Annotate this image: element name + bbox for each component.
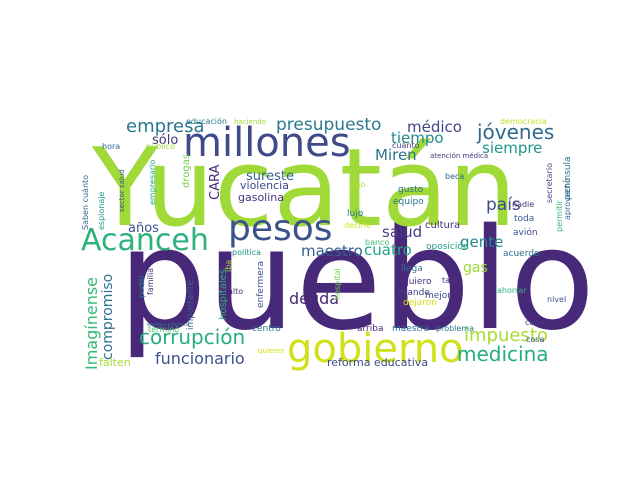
word-peninsula: península bbox=[563, 156, 573, 200]
word-termino: terminó bbox=[148, 324, 179, 334]
word-maestro: maestro bbox=[301, 242, 363, 260]
word-beca: beca bbox=[445, 172, 464, 181]
word-publico: público bbox=[146, 142, 175, 151]
word-empresario: empresario bbox=[148, 160, 157, 205]
word-arriba: arriba bbox=[357, 324, 384, 334]
word-sector-salud: sector salud bbox=[118, 169, 126, 212]
word-salud: salud bbox=[382, 223, 422, 241]
word-siempre: siempre bbox=[482, 139, 542, 157]
word-alto: alto bbox=[228, 287, 243, 296]
word-toda: toda bbox=[514, 214, 534, 224]
word-reforma-educativa: reforma educativa bbox=[327, 356, 428, 369]
word-pueblo: pueblo bbox=[118, 199, 595, 362]
word-nadie: nadie bbox=[512, 200, 534, 209]
word-grande: grande bbox=[398, 288, 430, 298]
word-gas: gas bbox=[463, 260, 488, 276]
word-ahorrar: ahorrar bbox=[497, 286, 527, 295]
word-dejaron: dejaron bbox=[403, 298, 437, 308]
word-tiempo: tiempo bbox=[391, 129, 444, 147]
word-saben-cuanto: Saben cuánto bbox=[81, 175, 90, 230]
word-impuesto: impuesto bbox=[464, 325, 548, 346]
word-sino: sino bbox=[349, 180, 365, 189]
word-permitir: permitir bbox=[555, 199, 564, 232]
word-atencion-medica: atención médica bbox=[430, 152, 488, 160]
word-presupuesto: presupuesto bbox=[276, 115, 381, 135]
word-politica: política bbox=[232, 248, 261, 257]
word-deuda: deuda bbox=[289, 289, 339, 308]
word-acanceh: Acanceh bbox=[81, 223, 209, 258]
word-compromiso: compromiso bbox=[100, 274, 116, 360]
word-conocer: conocer bbox=[525, 318, 558, 327]
word-maestra: maestra bbox=[392, 324, 429, 334]
word-gente: gente bbox=[460, 233, 503, 251]
word-empresa: empresa bbox=[126, 116, 205, 137]
word-familia: familia bbox=[146, 268, 155, 295]
word-nivel: nivel bbox=[547, 295, 566, 304]
word-medico: médico bbox=[407, 118, 462, 136]
word-importante: importante bbox=[186, 280, 196, 330]
word-centro: centro bbox=[252, 324, 281, 334]
word-cara: CARA bbox=[208, 165, 223, 200]
word-mejor: mejor bbox=[425, 291, 451, 301]
word-quieren: quieren bbox=[258, 347, 285, 355]
word-medicina: medicina bbox=[457, 342, 549, 366]
word-solo: sólo bbox=[152, 133, 178, 148]
word-aprovecho: aprovecho bbox=[563, 178, 572, 220]
word-equipo: equipo bbox=[393, 197, 424, 207]
word-cuatro: cuatro bbox=[364, 241, 412, 259]
word-imaginense: Imagínense bbox=[82, 277, 101, 370]
word-haciendo: haciendo bbox=[234, 118, 266, 126]
word-banco: banco bbox=[365, 238, 389, 247]
word-educacion: educación bbox=[186, 116, 227, 126]
word-hospital: hospital bbox=[333, 268, 342, 300]
word-llega: llega bbox=[401, 264, 423, 274]
word-hospitales: hospitales bbox=[218, 269, 229, 320]
word-corrupcion: corrupción bbox=[139, 325, 245, 349]
word-problema: problema bbox=[436, 324, 474, 333]
word-gobierno: gobierno bbox=[287, 326, 464, 372]
word-oposicion: oposición bbox=[426, 241, 469, 252]
word-yucatan: Yucatán bbox=[91, 126, 517, 251]
word-quiero: quiero bbox=[403, 277, 432, 287]
word-anos: años bbox=[128, 221, 159, 236]
word-cultura: cultura bbox=[425, 220, 460, 231]
word-gusto: gusto bbox=[398, 185, 424, 195]
word-enfermera: enfermera bbox=[256, 261, 266, 308]
word-democracia: democracia bbox=[500, 117, 547, 126]
word-lujo: lujo bbox=[347, 209, 364, 219]
word-avion: avión bbox=[513, 227, 538, 238]
word-drogas: drogas bbox=[181, 154, 192, 188]
word-miren: Miren bbox=[375, 146, 417, 164]
word-cuanto: cuánto bbox=[392, 141, 420, 150]
word-acuerdo: acuerdo bbox=[503, 249, 540, 259]
word-millones: millones bbox=[183, 120, 351, 166]
word-jovenes: jóvenes bbox=[476, 120, 554, 144]
word-funcionario: funcionario bbox=[155, 349, 245, 368]
word-hora: hora bbox=[102, 142, 120, 151]
word-cosa: cosa bbox=[526, 335, 544, 344]
word-poder: poder bbox=[137, 274, 146, 298]
word-secretario: secretario bbox=[545, 163, 554, 203]
word-gasolina: gasolina bbox=[238, 191, 284, 204]
word-violencia: violencia bbox=[240, 179, 289, 192]
word-pesos: pesos bbox=[228, 208, 333, 249]
word-decirle: decirle bbox=[344, 221, 371, 230]
word-tanta: tanta bbox=[442, 276, 463, 285]
word-iba: iba bbox=[224, 260, 233, 272]
word-espionaje: espionaje bbox=[97, 192, 106, 230]
word-sureste: sureste bbox=[246, 169, 294, 184]
word-energia-electrica: energía eléctrica bbox=[147, 321, 189, 328]
word-falten: falten bbox=[99, 356, 131, 369]
word-pais: país bbox=[486, 195, 521, 215]
